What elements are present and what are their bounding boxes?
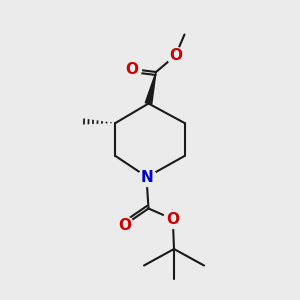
Polygon shape [145,72,156,104]
Text: N: N [141,169,153,184]
Text: O: O [118,218,131,232]
Text: O: O [169,48,182,63]
Text: O: O [125,61,139,76]
Text: O: O [166,212,179,226]
